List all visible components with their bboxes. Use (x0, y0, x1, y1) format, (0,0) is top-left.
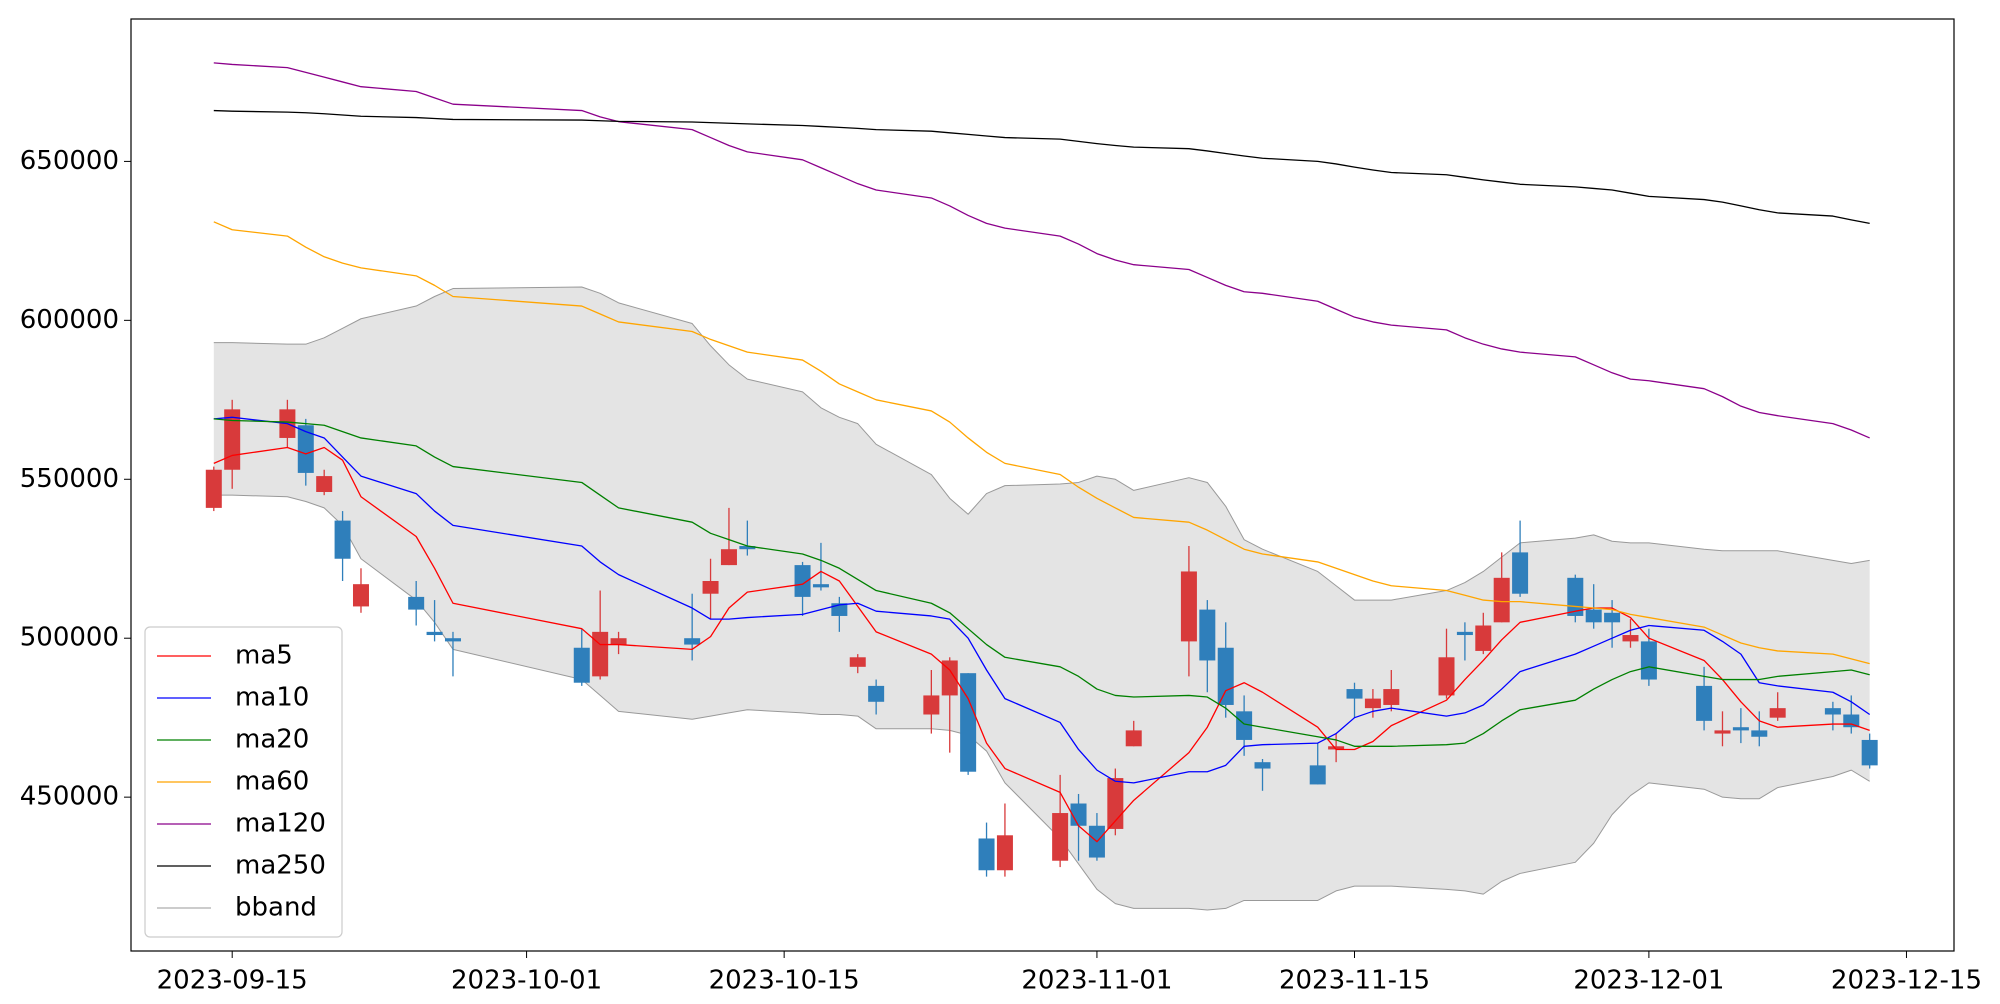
candle-body (1309, 765, 1326, 785)
legend-label: ma60 (235, 767, 309, 797)
candle-body (1751, 730, 1768, 737)
legend-box (144, 626, 343, 938)
candle-body (1512, 552, 1529, 594)
candle-body (684, 638, 701, 645)
candle-body (1585, 609, 1602, 623)
x-tick-label: 2023-11-15 (1279, 966, 1430, 996)
x-tick-label: 2023-12-01 (1573, 966, 1724, 996)
candle-body (702, 580, 719, 594)
bband-fill (213, 286, 1870, 910)
candle-body (592, 631, 609, 677)
candle-body (868, 685, 885, 702)
x-tick-label: 2023-12-15 (1831, 966, 1982, 996)
legend: ma5 ma10 ma20 ma60 ma120 ma250 bband (144, 626, 343, 938)
candle-body (1493, 577, 1510, 623)
candle-body (610, 638, 627, 645)
candle-body (1070, 803, 1087, 826)
candle-body (1328, 746, 1345, 750)
candle-body (316, 476, 333, 492)
candle-body (408, 596, 425, 610)
candle-body (1364, 698, 1381, 709)
candle-body (941, 660, 958, 696)
candle-body (1383, 689, 1400, 705)
candle-body (1622, 635, 1639, 642)
candle-body (352, 584, 369, 607)
ma-line (213, 62, 1870, 439)
candle-body (1438, 657, 1455, 696)
plot-frame (130, 18, 1955, 952)
candle-body (1199, 609, 1216, 661)
candle-body (1769, 708, 1786, 718)
x-tick-label: 2023-11-01 (1021, 966, 1172, 996)
candle-body (1824, 708, 1841, 715)
candle-body (978, 838, 995, 871)
candle-body (1346, 689, 1363, 699)
candle-body (1861, 739, 1878, 766)
y-tick-label: 450000 (20, 782, 119, 812)
y-tick-label: 650000 (20, 146, 119, 176)
x-tick-label: 2023-10-01 (451, 966, 602, 996)
candle-body (297, 425, 314, 473)
x-tick-label: 2023-10-15 (709, 966, 860, 996)
candle-body (444, 638, 461, 642)
candle-body (1714, 730, 1731, 734)
candle-body (960, 673, 977, 772)
candle-body (573, 647, 590, 683)
candle-body (426, 631, 443, 636)
ma-line (213, 446, 1870, 843)
candle-body (1180, 571, 1197, 642)
legend-label: ma5 (235, 641, 293, 671)
legend-label: ma20 (235, 725, 309, 755)
candle-body (1254, 762, 1271, 769)
candle-body (720, 549, 737, 566)
candle-body (1217, 647, 1234, 705)
candle-body (794, 565, 811, 597)
candle-body (1604, 612, 1621, 623)
y-tick-label: 600000 (20, 305, 119, 335)
legend-label: ma250 (235, 851, 326, 881)
candle-body (334, 520, 351, 559)
y-tick-label: 500000 (20, 623, 119, 653)
candle-body (1456, 631, 1473, 636)
ma-line (213, 418, 1870, 747)
bband-upper (213, 286, 1870, 601)
candle-body (996, 835, 1013, 871)
x-tick-label: 2023-09-15 (157, 966, 308, 996)
candle-body (205, 469, 222, 508)
candle-body (739, 546, 756, 550)
ma-line (213, 109, 1870, 225)
candle-body (1732, 727, 1749, 731)
ma-line (213, 221, 1870, 665)
candle-body (1640, 641, 1657, 680)
ma-line (213, 416, 1871, 784)
candle-body (1052, 813, 1069, 861)
plot (205, 62, 1878, 911)
candle-body (1236, 711, 1253, 740)
bband-lower (213, 494, 1870, 911)
y-tick-label: 550000 (20, 464, 119, 494)
candle-body (1696, 685, 1713, 721)
candle-body (1125, 730, 1142, 747)
legend-label: bband (235, 893, 317, 923)
legend-label: ma120 (235, 809, 326, 839)
candle-body (1475, 625, 1492, 651)
legend-label: ma10 (235, 683, 309, 713)
candle-body (923, 695, 940, 715)
candle-body (849, 657, 866, 667)
candle-body (812, 584, 829, 588)
